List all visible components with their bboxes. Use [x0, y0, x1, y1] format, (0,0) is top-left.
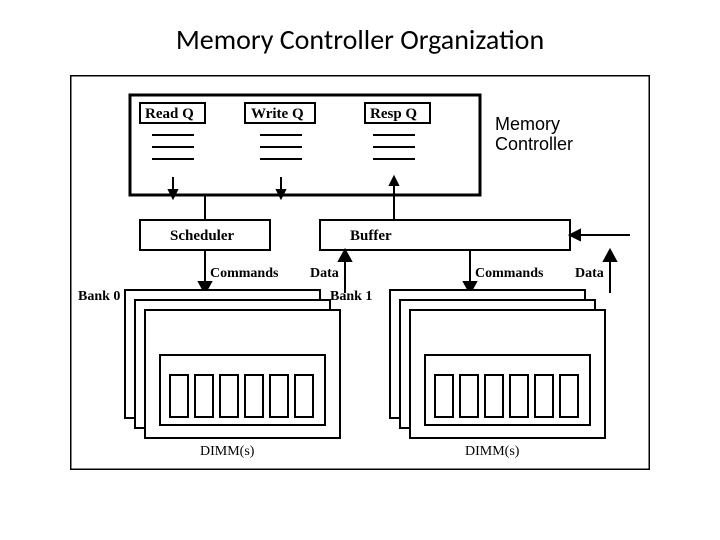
writeq-label: Write Q	[251, 106, 304, 122]
scheduler-label: Scheduler	[170, 228, 235, 244]
bank1-label: Bank 1	[330, 289, 372, 304]
buffer-label: Buffer	[350, 228, 392, 244]
respq-label: Resp Q	[370, 106, 417, 122]
bank0-label: Bank 0	[78, 289, 120, 304]
memctl-label-1: Memory	[495, 114, 560, 134]
dimms-label-1: DIMM(s)	[465, 444, 520, 459]
diagram-canvas: Read Q Write Q Resp Q Memory Controller …	[70, 75, 650, 470]
dimms-label-0: DIMM(s)	[200, 444, 255, 459]
page-title: Memory Controller Organization	[0, 22, 720, 57]
diagram-svg: Read Q Write Q Resp Q Memory Controller …	[70, 75, 650, 470]
readq-label: Read Q	[145, 106, 194, 122]
commands-label-2: Commands	[475, 266, 544, 281]
data-label-1: Data	[310, 266, 339, 281]
data-label-2: Data	[575, 266, 604, 281]
memctl-label-2: Controller	[495, 134, 573, 154]
commands-label-1: Commands	[210, 266, 279, 281]
